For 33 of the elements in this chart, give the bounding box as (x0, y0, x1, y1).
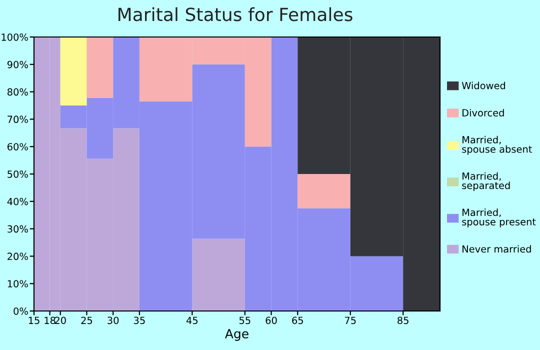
chart-title: Marital Status for Females (118, 7, 352, 22)
legend-label: Married, separated (462, 172, 510, 192)
legend-label: Married, spouse absent (462, 136, 532, 155)
y-tick-label: 10% (8, 280, 28, 288)
bar (60, 37, 87, 106)
x-tick-label: 75 (344, 316, 356, 324)
legend-label: Divorced (462, 108, 504, 116)
x-tick-label: 60 (266, 316, 277, 324)
x-tick-label: 18 (44, 316, 56, 324)
x-axis-title: Age (225, 329, 248, 341)
y-tick-label: 90% (7, 60, 28, 68)
y-tick-label: 50% (8, 170, 28, 178)
x-tick-label: 20 (54, 316, 66, 324)
y-tick-label: 60% (8, 143, 28, 150)
x-tick-label: 85 (398, 316, 408, 324)
x-tick-label: 35 (134, 316, 145, 324)
legend-label: Never married (462, 245, 531, 253)
y-tick-label: 0% (14, 307, 28, 315)
x-tick-label: 55 (239, 316, 250, 324)
y-tick-label: 20% (8, 252, 28, 260)
y-tick-label: 30% (8, 225, 28, 233)
y-tick-label: 40% (7, 198, 28, 206)
bar (298, 174, 350, 208)
legend-label: Married, spouse present (462, 208, 536, 228)
x-tick-label: 45 (186, 316, 198, 324)
y-tick-label: 100% (2, 33, 28, 41)
y-tick-label: 80% (7, 88, 28, 96)
x-tick-label: 15 (28, 316, 40, 324)
x-tick-label: 30 (108, 316, 119, 324)
legend-label: Widowed (462, 82, 506, 90)
x-tick-label: 65 (292, 316, 303, 324)
x-tick-label: 25 (81, 316, 92, 324)
y-tick-label: 70% (8, 116, 28, 124)
